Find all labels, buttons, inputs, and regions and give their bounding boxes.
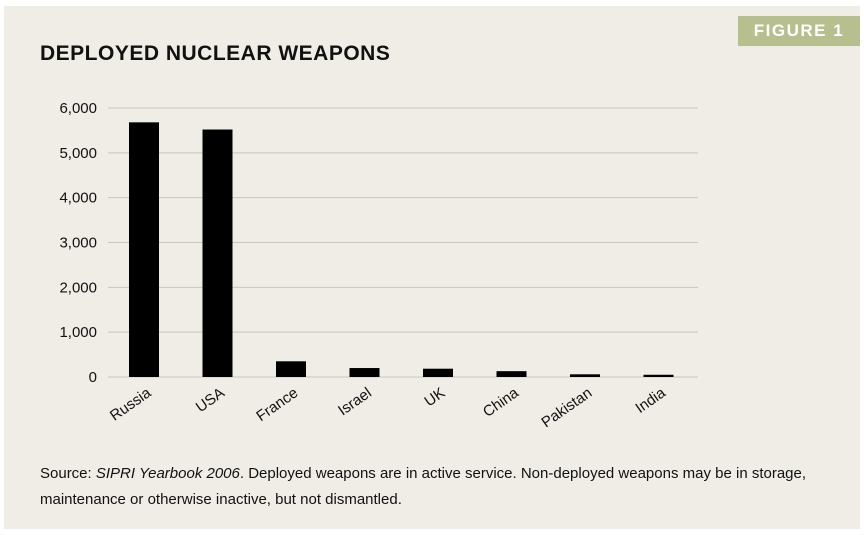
source-publication: SIPRI Yearbook 2006 [95, 465, 240, 482]
y-tick-label: 3,000 [59, 235, 97, 252]
x-tick-label-uk: UK [421, 384, 448, 410]
bar-uk [423, 368, 453, 377]
y-tick-label: 0 [89, 369, 97, 386]
bar-pakistan [570, 374, 600, 377]
y-tick-label: 2,000 [59, 279, 97, 296]
x-tick-label-israel: Israel [335, 384, 375, 419]
y-tick-label: 1,000 [59, 324, 97, 341]
source-note: Source: SIPRI Yearbook 2006. Deployed we… [40, 461, 840, 513]
y-tick-label: 4,000 [59, 190, 97, 207]
bar-chart: 0 1,000 2,000 3,000 4,000 5,000 6,000 Russia USA… [59, 100, 698, 431]
x-tick-label-india: India [632, 384, 669, 417]
x-tick-label-pakistan: Pakistan [538, 384, 595, 431]
x-tick-label-russia: Russia [107, 384, 155, 425]
source-prefix: Source: [40, 465, 96, 482]
bar-russia [129, 122, 159, 377]
bar-france [276, 361, 306, 377]
bar-china [496, 371, 527, 377]
bar-usa [202, 129, 233, 377]
x-tick-label-china: China [480, 384, 522, 421]
bar-india [643, 374, 674, 377]
chart-title: DEPLOYED NUCLEAR WEAPONS [40, 42, 391, 65]
y-tick-label: 5,000 [59, 145, 97, 162]
figure-label-badge: FIGURE 1 [738, 16, 860, 46]
x-tick-label-france: France [253, 384, 301, 425]
source-text: . Deployed weapons are in active service… [40, 465, 807, 508]
figure-panel: FIGURE 1 DEPLOYED NUCLEAR WEAPONS 0 1,000… [4, 6, 860, 529]
x-tick-label-usa: USA [193, 384, 228, 416]
y-tick-label: 6,000 [59, 100, 97, 117]
bar-israel [349, 368, 380, 377]
